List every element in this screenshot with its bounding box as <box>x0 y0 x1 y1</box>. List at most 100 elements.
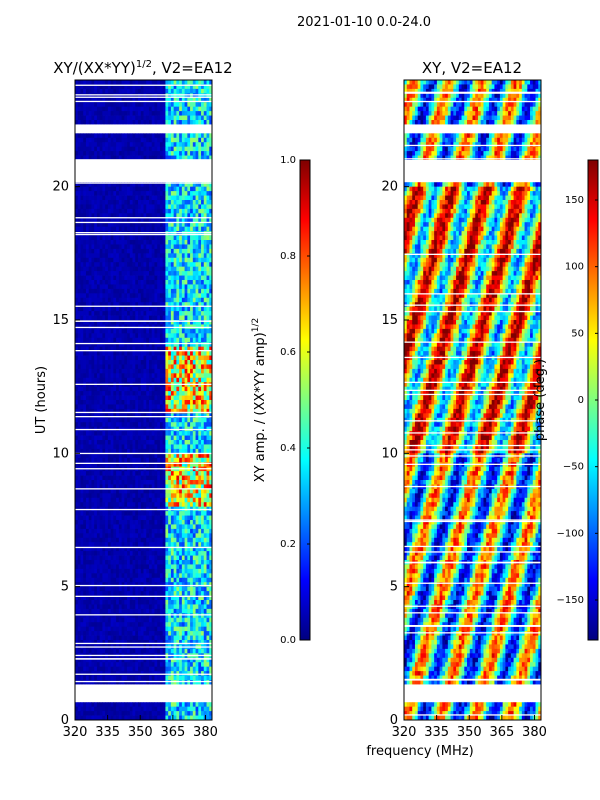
heatmap-cell <box>118 493 122 499</box>
heatmap-cell <box>206 488 210 494</box>
heatmap-cell <box>110 471 114 476</box>
heatmap-cell <box>88 257 92 263</box>
heatmap-cell <box>157 120 161 125</box>
heatmap-cell <box>157 306 161 312</box>
heatmap-cell <box>173 97 177 103</box>
heatmap-cell <box>151 231 155 236</box>
heatmap-cell <box>181 204 185 210</box>
heatmap-cell <box>187 266 191 272</box>
heatmap-cell <box>173 422 177 428</box>
heatmap-cell <box>184 368 188 374</box>
heatmap-cell <box>116 448 120 454</box>
heatmap-cell <box>154 315 158 321</box>
heatmap-cell <box>148 315 153 321</box>
heatmap-cell <box>135 146 139 152</box>
heatmap-cell <box>195 511 199 516</box>
heatmap-cell <box>168 293 172 299</box>
heatmap-cell <box>77 297 81 303</box>
heatmap-cell <box>121 280 125 285</box>
heatmap-cell <box>113 195 117 201</box>
heatmap-cell <box>85 302 90 308</box>
heatmap-cell <box>99 497 103 503</box>
heatmap-cell <box>140 475 144 481</box>
heatmap-cell <box>77 182 81 188</box>
heatmap-cell <box>113 364 117 370</box>
heatmap-cell <box>190 235 194 241</box>
heatmap-cell <box>168 462 172 468</box>
heatmap-cell <box>99 386 103 392</box>
heatmap-cell <box>85 93 90 99</box>
heatmap-cell <box>140 124 144 130</box>
heatmap-cell <box>190 440 194 445</box>
heatmap-cell <box>162 342 166 348</box>
heatmap-cell <box>151 493 155 499</box>
heatmap-cell <box>135 257 139 263</box>
heatmap-cell <box>173 111 177 116</box>
heatmap-cell <box>124 128 128 134</box>
heatmap-cell <box>168 88 172 94</box>
heatmap-cell <box>138 120 142 125</box>
heatmap-cell <box>83 511 87 516</box>
heatmap-cell <box>140 115 144 121</box>
heatmap-cell <box>75 164 79 170</box>
heatmap-cell <box>176 431 180 436</box>
heatmap-cell <box>187 462 191 468</box>
heatmap-cell <box>195 240 199 245</box>
heatmap-cell <box>209 493 213 499</box>
heatmap-cell <box>121 368 125 374</box>
heatmap-cell <box>143 271 147 276</box>
heatmap-cell <box>181 475 185 481</box>
heatmap-cell <box>146 408 150 414</box>
heatmap-cell <box>176 457 180 463</box>
heatmap-cell <box>154 391 158 396</box>
heatmap-cell <box>116 475 120 481</box>
heatmap-cell <box>198 146 202 152</box>
heatmap-cell <box>148 133 153 139</box>
heatmap-cell <box>94 248 98 254</box>
heatmap-cell <box>184 191 188 196</box>
heatmap-cell <box>80 346 84 352</box>
heatmap-cell <box>94 146 98 152</box>
heatmap-cell <box>190 342 194 348</box>
heatmap-cell <box>135 133 139 139</box>
heatmap-cell <box>203 315 207 321</box>
heatmap-cell <box>203 191 207 196</box>
heatmap-cell <box>203 137 207 143</box>
heatmap-cell <box>154 160 158 165</box>
heatmap-cell <box>203 217 207 223</box>
heatmap-cell <box>85 257 90 263</box>
heatmap-cell <box>83 275 87 281</box>
heatmap-cell <box>99 351 103 356</box>
heatmap-cell <box>203 297 207 303</box>
heatmap-cell <box>129 502 133 508</box>
heatmap-cell <box>192 204 196 210</box>
heatmap-cell <box>140 231 144 236</box>
heatmap-cell <box>143 342 147 348</box>
heatmap-cell <box>105 208 109 214</box>
heatmap-cell <box>173 306 177 312</box>
heatmap-cell <box>88 395 92 401</box>
heatmap-cell <box>102 80 106 85</box>
heatmap-cell <box>94 435 98 441</box>
heatmap-cell <box>110 177 114 183</box>
heatmap-cell <box>190 93 194 99</box>
heatmap-cell <box>121 142 125 148</box>
heatmap-cell <box>192 453 196 459</box>
heatmap-cell <box>157 204 161 210</box>
heatmap-cell <box>157 93 161 99</box>
heatmap-cell <box>94 204 98 210</box>
heatmap-cell <box>77 475 81 481</box>
heatmap-cell <box>94 302 98 308</box>
heatmap-cell <box>154 302 158 308</box>
heatmap-cell <box>192 128 196 134</box>
heatmap-cell <box>173 128 177 134</box>
heatmap-cell <box>118 191 122 196</box>
heatmap-cell <box>195 328 199 334</box>
heatmap-cell <box>159 342 164 348</box>
heatmap-cell <box>80 164 84 170</box>
heatmap-cell <box>176 333 180 339</box>
heatmap-cell <box>146 413 150 419</box>
heatmap-cell <box>83 368 87 374</box>
heatmap-cell <box>118 440 122 445</box>
heatmap-cell <box>91 266 95 272</box>
